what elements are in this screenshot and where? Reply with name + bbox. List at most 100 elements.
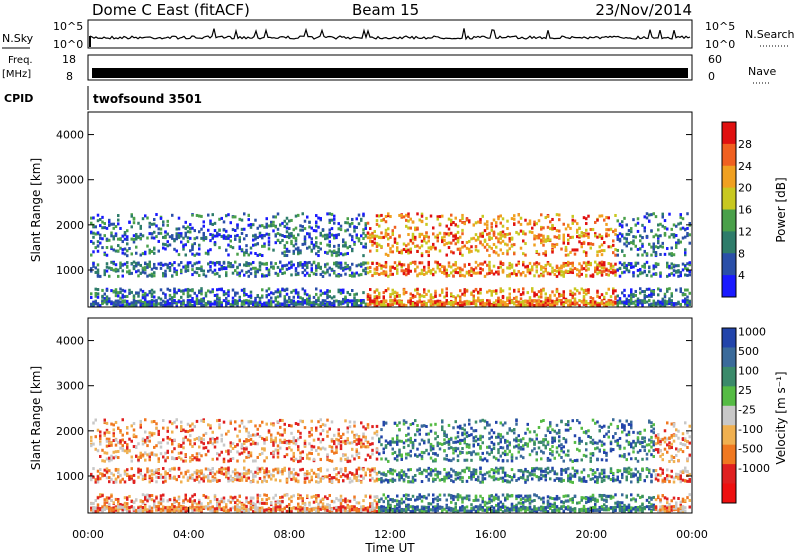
echo-cell (355, 302, 358, 306)
echo-cell (162, 498, 165, 502)
echo-cell (184, 497, 187, 501)
echo-cell (222, 460, 226, 464)
echo-cell (162, 480, 165, 484)
echo-cell (261, 466, 264, 470)
echo-cell (270, 301, 273, 305)
echo-cell (155, 444, 158, 448)
echo-cell (490, 289, 493, 293)
echo-cell (391, 229, 394, 233)
echo-cell (542, 236, 545, 240)
echo-cell (105, 253, 109, 257)
echo-cell (317, 262, 320, 266)
echo-cell (105, 297, 109, 301)
echo-cell (569, 250, 572, 254)
echo-cell (371, 262, 374, 266)
echo-cell (580, 272, 583, 276)
echo-cell (105, 507, 109, 511)
echo-cell (247, 262, 250, 266)
echo-cell (252, 472, 255, 476)
echo-cell (357, 213, 361, 217)
echo-cell (582, 234, 586, 238)
echo-cell (112, 506, 115, 510)
echo-cell (672, 223, 676, 227)
y-tick-label: 2000 (56, 219, 84, 232)
echo-cell (213, 243, 217, 247)
echo-cell (173, 270, 176, 274)
echo-cell (297, 300, 300, 304)
echo-cell (630, 230, 633, 234)
echo-cell (605, 300, 608, 304)
echo-cell (101, 226, 104, 230)
echo-cell (382, 301, 385, 305)
echo-cell (378, 295, 381, 299)
echo-cell (436, 233, 439, 237)
echo-cell (245, 234, 248, 238)
echo-cell (272, 229, 275, 233)
echo-cell (517, 302, 520, 306)
echo-cell (128, 220, 131, 224)
echo-cell (227, 253, 230, 257)
echo-cell (688, 233, 691, 237)
echo-cell (105, 299, 109, 303)
echo-cell (675, 243, 678, 247)
echo-cell (213, 293, 217, 297)
echo-cell (567, 223, 570, 227)
cpid-text: twofsound 3501 (93, 92, 202, 106)
echo-cell (634, 289, 637, 293)
echo-cell (90, 302, 93, 306)
echo-cell (162, 272, 165, 276)
echo-cell (186, 287, 190, 291)
echo-cell (225, 214, 228, 218)
echo-cell (328, 240, 331, 244)
echo-cell (209, 499, 212, 503)
echo-cell (652, 247, 655, 251)
echo-cell (249, 506, 253, 510)
echo-cell (598, 235, 601, 239)
echo-cell (265, 261, 268, 265)
echo-cell (364, 242, 367, 246)
echo-cell (513, 288, 516, 292)
echo-cell (101, 237, 104, 241)
echo-cell (445, 271, 448, 275)
echo-cell (141, 453, 145, 457)
power-y-axis-label: Slant Range [km] (29, 158, 43, 262)
echo-cell (141, 442, 145, 446)
echo-cell (99, 493, 102, 497)
echo-cell (420, 294, 424, 298)
echo-cell (333, 214, 336, 218)
echo-cell (670, 262, 673, 266)
echo-cell (263, 262, 266, 266)
echo-cell (582, 250, 586, 254)
echo-cell (290, 302, 293, 306)
echo-cell (627, 241, 631, 245)
echo-cell (261, 420, 264, 424)
echo-cell (378, 291, 381, 295)
echo-cell (288, 296, 291, 300)
echo-cell (225, 503, 228, 507)
echo-cell (612, 268, 615, 272)
echo-cell (193, 229, 196, 233)
echo-cell (614, 248, 617, 252)
echo-cell (94, 447, 97, 451)
echo-cell (256, 294, 259, 298)
echo-cell (175, 425, 178, 429)
echo-cell (675, 264, 678, 268)
echo-cell (141, 293, 145, 297)
echo-cell (182, 225, 185, 229)
echo-cell (148, 474, 151, 478)
echo-cell (263, 509, 266, 513)
echo-cell (393, 299, 397, 303)
echo-cell (249, 442, 253, 446)
echo-cell (391, 231, 394, 235)
echo-cell (438, 293, 442, 297)
echo-cell (445, 302, 448, 306)
echo-cell (515, 295, 518, 299)
echo-cell (380, 219, 383, 223)
echo-cell (148, 509, 151, 513)
echo-cell (632, 293, 635, 297)
echo-cell (258, 296, 262, 300)
echo-cell (648, 219, 651, 223)
echo-cell (166, 302, 169, 306)
echo-cell (128, 291, 131, 295)
